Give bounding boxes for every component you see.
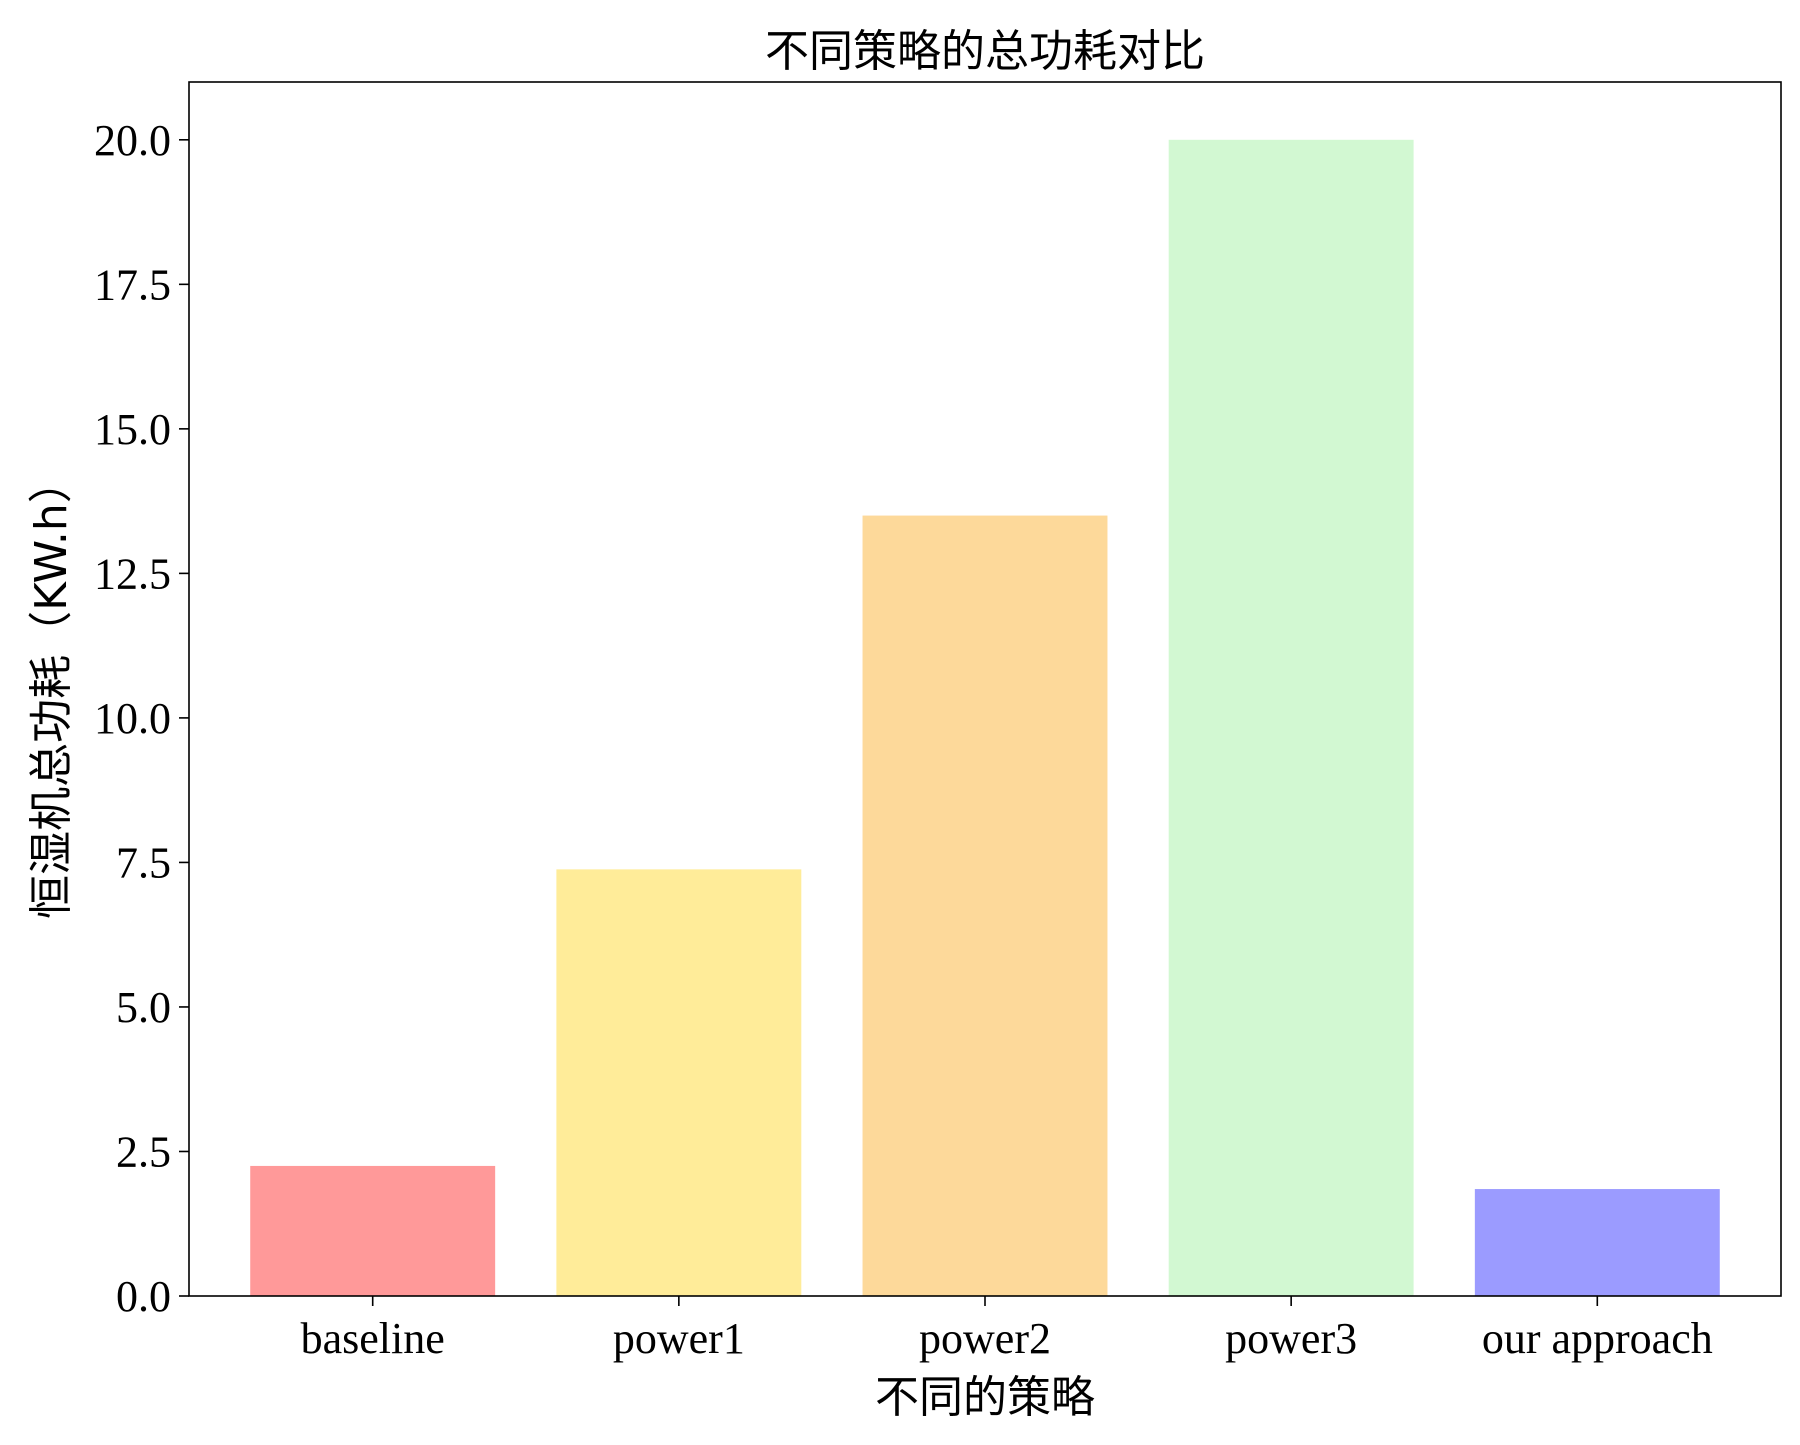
y-tick-label: 20.0 bbox=[94, 116, 171, 165]
y-axis: 0.0 2.5 5.0 7.5 10.0 12.5 15.0 17.5 20.0 bbox=[94, 116, 189, 1321]
chart-title: 不同策略的总功耗对比 bbox=[765, 26, 1205, 77]
y-tick-label: 2.5 bbox=[116, 1127, 171, 1176]
y-tick-label: 5.0 bbox=[116, 983, 171, 1032]
y-tick-label: 0.0 bbox=[116, 1272, 171, 1321]
x-tick-label: power1 bbox=[613, 1314, 745, 1363]
bar-power1 bbox=[556, 869, 802, 1296]
x-tick-label: power2 bbox=[919, 1314, 1051, 1363]
bar-baseline bbox=[250, 1165, 496, 1296]
y-tick-label: 17.5 bbox=[94, 260, 171, 309]
x-tick-label: baseline bbox=[301, 1314, 445, 1363]
y-tick-label: 10.0 bbox=[94, 694, 171, 743]
y-tick-label: 15.0 bbox=[94, 405, 171, 454]
y-axis-label: 恒湿机总功耗（KW.h） bbox=[26, 459, 77, 919]
bar-power3 bbox=[1168, 139, 1414, 1296]
x-tick-label: power3 bbox=[1225, 1314, 1357, 1363]
bar-our-approach bbox=[1474, 1189, 1720, 1296]
bars-group bbox=[250, 139, 1720, 1296]
y-tick-label: 7.5 bbox=[116, 838, 171, 887]
y-tick-label: 12.5 bbox=[94, 549, 171, 598]
x-axis-label: 不同的策略 bbox=[875, 1372, 1095, 1423]
x-axis: baseline power1 power2 power3 our approach bbox=[301, 1296, 1713, 1363]
bar-power2 bbox=[862, 515, 1108, 1296]
x-tick-label: our approach bbox=[1482, 1314, 1713, 1363]
